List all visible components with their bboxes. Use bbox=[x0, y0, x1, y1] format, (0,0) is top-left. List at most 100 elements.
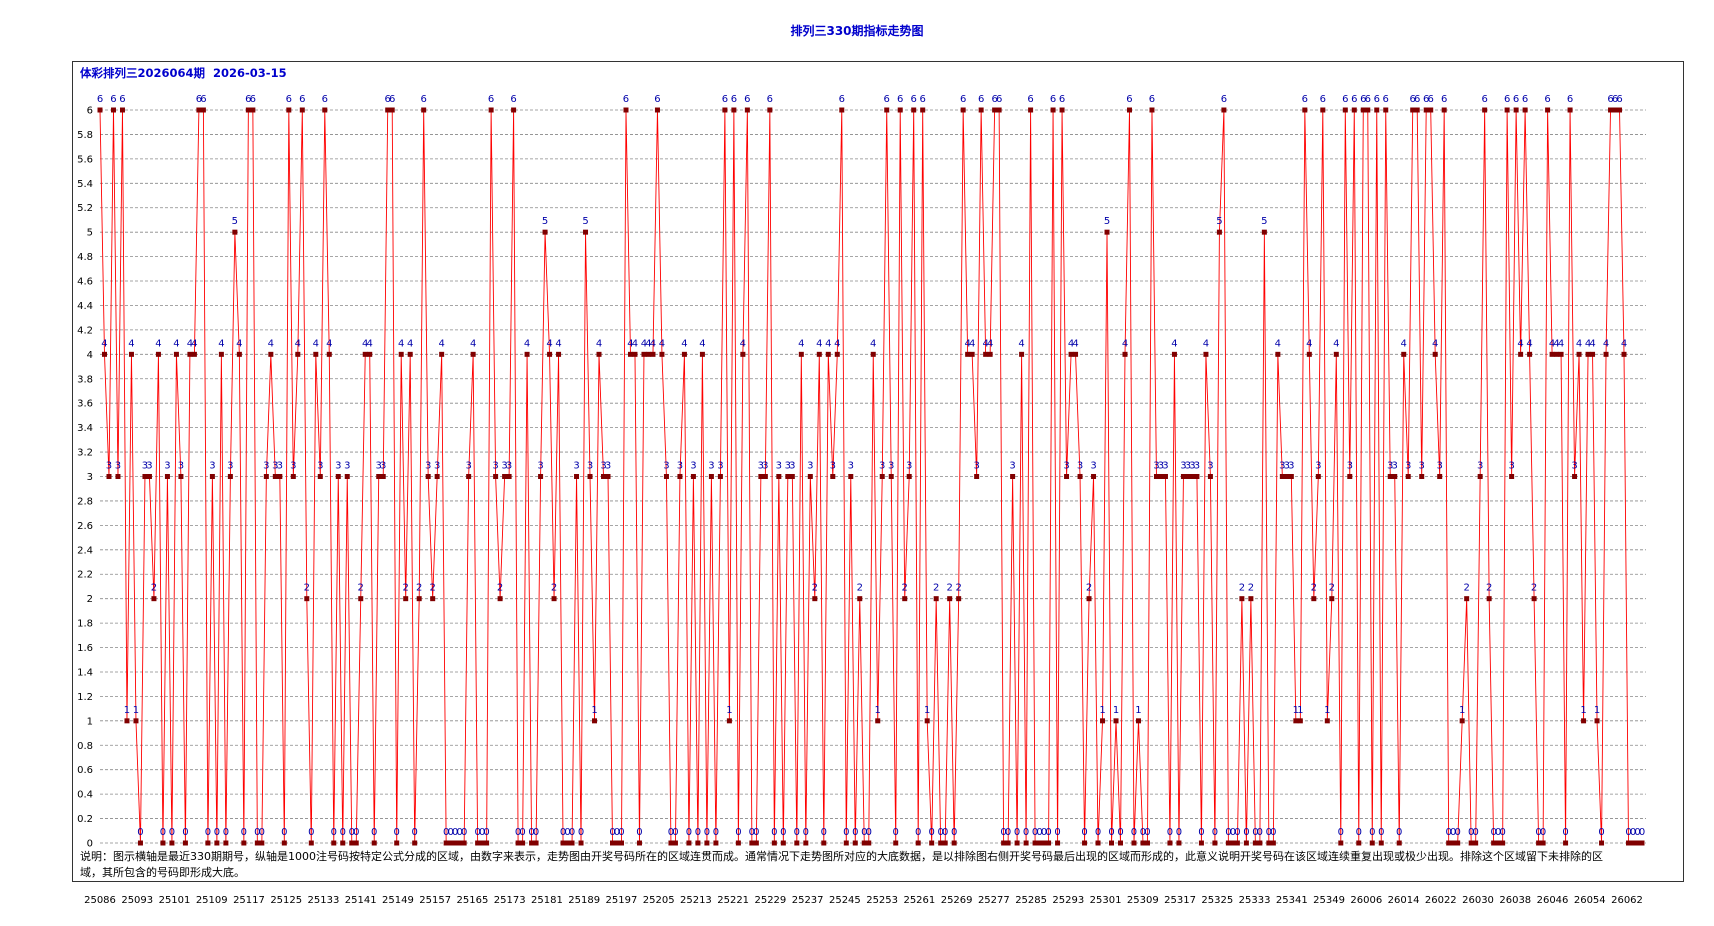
data-point bbox=[439, 351, 445, 357]
data-label: 6 bbox=[1504, 94, 1510, 105]
data-point bbox=[771, 840, 777, 846]
data-point bbox=[902, 596, 908, 602]
data-point bbox=[821, 840, 827, 846]
data-point bbox=[146, 474, 152, 479]
data-point bbox=[807, 474, 813, 479]
data-label: 6 bbox=[196, 94, 202, 105]
data-label: 4 bbox=[524, 338, 530, 349]
data-point bbox=[565, 840, 571, 846]
data-point bbox=[1001, 840, 1007, 846]
x-tick-label: 25165 bbox=[457, 895, 489, 906]
data-label: 4 bbox=[555, 338, 561, 349]
data-point bbox=[740, 351, 746, 357]
data-label: 3 bbox=[1571, 461, 1577, 472]
data-label: 4 bbox=[1018, 338, 1024, 349]
data-label: 6 bbox=[119, 94, 125, 105]
data-point bbox=[353, 840, 359, 846]
data-point bbox=[196, 107, 202, 113]
data-point bbox=[1360, 107, 1366, 113]
data-label: 5 bbox=[542, 216, 548, 227]
data-point bbox=[1288, 474, 1294, 479]
data-point bbox=[430, 596, 436, 602]
data-point bbox=[866, 840, 872, 846]
data-point bbox=[308, 840, 314, 846]
data-label: 3 bbox=[1009, 461, 1015, 472]
y-tick-label: 4.4 bbox=[77, 301, 93, 312]
data-label: 0 bbox=[1266, 827, 1272, 838]
data-label: 3 bbox=[1185, 461, 1191, 472]
data-point bbox=[776, 474, 782, 479]
data-label: 3 bbox=[1189, 461, 1195, 472]
data-label: 0 bbox=[668, 827, 674, 838]
data-label: 0 bbox=[1054, 827, 1060, 838]
data-label: 3 bbox=[1392, 461, 1398, 472]
data-point bbox=[1342, 107, 1348, 113]
data-point bbox=[97, 107, 103, 113]
data-label: 4 bbox=[1576, 338, 1582, 349]
data-label: 0 bbox=[780, 827, 786, 838]
data-label: 0 bbox=[1257, 827, 1263, 838]
data-label: 0 bbox=[241, 827, 247, 838]
data-label: 3 bbox=[830, 461, 836, 472]
data-label: 0 bbox=[1446, 827, 1452, 838]
data-point bbox=[1082, 840, 1088, 846]
x-tick-label: 25157 bbox=[419, 895, 451, 906]
data-label: 1 bbox=[875, 705, 881, 716]
data-label: 0 bbox=[1490, 827, 1496, 838]
data-point bbox=[1180, 474, 1186, 479]
data-point bbox=[1198, 840, 1204, 846]
data-label: 0 bbox=[713, 827, 719, 838]
data-point bbox=[1639, 840, 1645, 846]
data-label: 0 bbox=[1630, 827, 1636, 838]
data-label: 4 bbox=[834, 338, 840, 349]
data-point bbox=[533, 840, 539, 846]
data-label: 4 bbox=[1072, 338, 1078, 349]
data-label: 4 bbox=[1306, 338, 1312, 349]
data-label: 0 bbox=[1535, 827, 1541, 838]
x-tick-label: 25125 bbox=[270, 895, 302, 906]
data-point bbox=[1266, 840, 1272, 846]
data-label: 6 bbox=[250, 94, 256, 105]
data-label: 0 bbox=[1562, 827, 1568, 838]
data-label: 0 bbox=[452, 827, 458, 838]
y-tick-label: 0 bbox=[87, 839, 93, 850]
data-point bbox=[1590, 351, 1596, 357]
data-point bbox=[1563, 840, 1569, 846]
data-point bbox=[254, 840, 260, 846]
data-label: 1 bbox=[924, 705, 930, 716]
data-label: 0 bbox=[533, 827, 539, 838]
data-label: 6 bbox=[996, 94, 1002, 105]
data-point bbox=[830, 474, 836, 479]
data-label: 0 bbox=[937, 827, 943, 838]
data-point bbox=[173, 351, 179, 357]
data-label: 0 bbox=[1036, 827, 1042, 838]
x-tick-label: 25149 bbox=[382, 895, 414, 906]
data-label: 3 bbox=[492, 461, 498, 472]
data-label: 0 bbox=[1468, 827, 1474, 838]
y-tick-label: 3.8 bbox=[77, 374, 93, 385]
data-label: 3 bbox=[888, 461, 894, 472]
data-label: 0 bbox=[1234, 827, 1240, 838]
data-point bbox=[654, 107, 660, 113]
data-label: 3 bbox=[605, 461, 611, 472]
x-tick-label: 25341 bbox=[1276, 895, 1308, 906]
y-tick-label: 0.6 bbox=[77, 765, 93, 776]
y-tick-label: 2.8 bbox=[77, 496, 93, 507]
data-point bbox=[151, 596, 157, 602]
y-tick-label: 0.4 bbox=[77, 790, 93, 801]
data-label: 4 bbox=[632, 338, 638, 349]
data-label: 4 bbox=[1333, 338, 1339, 349]
data-label: 4 bbox=[191, 338, 197, 349]
data-point bbox=[708, 474, 714, 479]
data-label: 6 bbox=[1059, 94, 1065, 105]
data-point bbox=[1019, 351, 1025, 357]
data-label: 0 bbox=[609, 827, 615, 838]
data-point bbox=[1284, 474, 1290, 479]
data-point bbox=[484, 840, 490, 846]
x-tick-label: 25253 bbox=[866, 895, 898, 906]
data-label: 0 bbox=[474, 827, 480, 838]
data-point bbox=[380, 474, 386, 479]
data-point bbox=[1567, 107, 1573, 113]
data-point bbox=[191, 351, 197, 357]
data-label: 0 bbox=[1454, 827, 1460, 838]
